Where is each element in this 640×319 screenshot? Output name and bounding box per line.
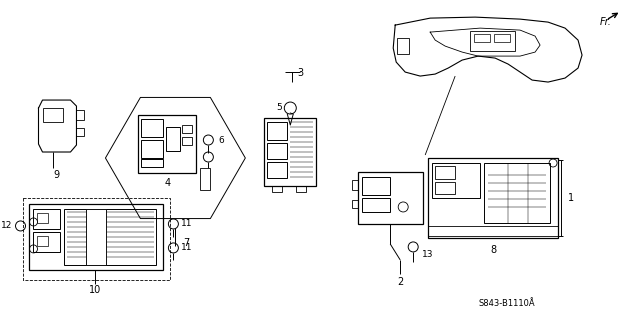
Text: 10: 10 <box>90 285 102 295</box>
Text: 6: 6 <box>218 136 224 145</box>
Bar <box>474 34 490 42</box>
Bar <box>141 159 163 167</box>
Text: 7: 7 <box>184 238 189 248</box>
Bar <box>268 162 287 178</box>
Bar <box>268 122 287 140</box>
Bar <box>362 177 390 195</box>
Bar <box>494 34 510 42</box>
Bar <box>138 115 196 173</box>
Bar <box>268 143 287 159</box>
Bar <box>36 236 49 246</box>
Bar <box>33 209 61 229</box>
Bar <box>65 209 156 265</box>
Bar <box>397 38 409 54</box>
Bar <box>182 137 193 145</box>
Text: 8: 8 <box>490 245 496 255</box>
Bar <box>86 209 106 265</box>
Bar <box>272 186 282 192</box>
Bar <box>166 127 180 151</box>
Text: 3: 3 <box>298 68 303 78</box>
Bar <box>44 108 63 122</box>
Text: S843-B1110Å: S843-B1110Å <box>478 299 535 308</box>
Bar <box>29 204 163 270</box>
Text: 13: 13 <box>422 250 434 259</box>
Bar <box>76 128 84 136</box>
Text: 12: 12 <box>1 221 13 230</box>
Bar <box>435 182 455 194</box>
Bar <box>36 213 49 223</box>
Text: 11: 11 <box>181 243 193 252</box>
Bar <box>358 172 423 224</box>
Bar <box>22 198 170 280</box>
Bar <box>428 226 558 236</box>
Bar <box>141 119 163 137</box>
Bar <box>484 163 550 223</box>
Bar <box>86 209 106 265</box>
Bar <box>200 168 211 190</box>
Text: 9: 9 <box>53 170 60 180</box>
Text: 2: 2 <box>397 277 403 287</box>
Text: Fr.: Fr. <box>600 17 612 27</box>
Bar <box>435 166 455 179</box>
Bar <box>432 163 480 198</box>
Bar <box>428 158 558 238</box>
Bar <box>264 118 316 186</box>
Bar <box>362 198 390 212</box>
Bar <box>33 232 61 252</box>
Bar <box>76 110 84 120</box>
Bar <box>296 186 307 192</box>
Bar <box>141 140 163 158</box>
Bar <box>470 31 515 51</box>
Text: 1: 1 <box>568 193 574 203</box>
Text: 11: 11 <box>181 219 193 228</box>
Bar <box>352 200 358 208</box>
Bar <box>352 180 358 190</box>
Text: 4: 4 <box>164 178 170 188</box>
Text: 5: 5 <box>276 102 282 112</box>
Bar <box>182 125 193 133</box>
